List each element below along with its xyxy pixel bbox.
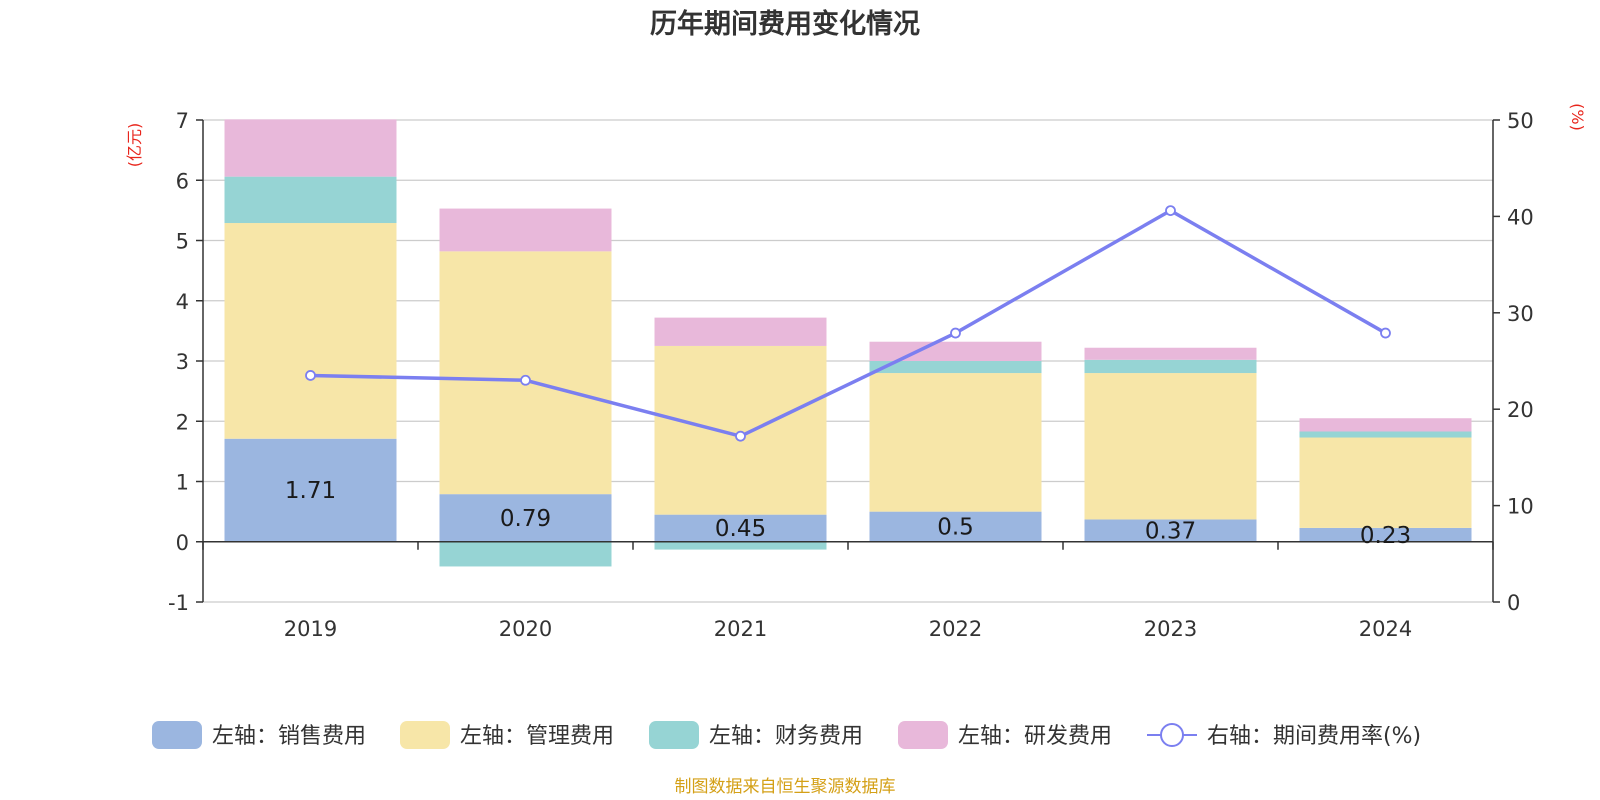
bar-s1-2019 — [224, 438, 397, 542]
bar-s2-2024 — [1299, 437, 1472, 528]
source-note: 制图数据来自恒生聚源数据库 — [675, 777, 896, 797]
right-tick-label-0: 0 — [1507, 591, 1520, 615]
bar-s1-2023 — [1084, 519, 1257, 542]
legend-label-5: 右轴：期间费用率(%) — [1207, 724, 1421, 749]
chart-title: 历年期间费用变化情况 — [650, 8, 920, 40]
bar-s4-2021 — [654, 317, 827, 346]
bar-s4-2020 — [439, 208, 612, 252]
legend-label-3: 左轴：财务费用 — [709, 724, 863, 749]
bar-s1-2024 — [1299, 527, 1472, 542]
bar-s2-2021 — [654, 345, 827, 515]
x-tick-label-2023: 2023 — [1144, 617, 1197, 641]
bar-s3-2021 — [654, 541, 827, 550]
bar-s4-2022 — [869, 341, 1042, 361]
bar-series — [224, 119, 1472, 567]
bar-s1-2021 — [654, 514, 827, 542]
x-tick-label-2019: 2019 — [284, 617, 337, 641]
right-tick-label-20: 20 — [1507, 398, 1534, 422]
left-tick-label-0: 0 — [176, 531, 189, 555]
bar-s2-2023 — [1084, 373, 1257, 520]
bar-s3-2022 — [869, 361, 1042, 374]
right-tick-label-30: 30 — [1507, 302, 1534, 326]
bar-s2-2020 — [439, 251, 612, 495]
left-tick-label-2: 2 — [176, 410, 189, 434]
bar-s4-2023 — [1084, 347, 1257, 360]
legend: 左轴：销售费用 左轴：管理费用 左轴：财务费用 左轴：研发费用 右轴：期间费用率(%) — [152, 721, 1421, 749]
rate-point-2020 — [520, 374, 531, 386]
rate-point-2022 — [950, 327, 961, 339]
bar-s1-2022 — [869, 511, 1042, 542]
bar-s4-2024 — [1299, 418, 1472, 432]
legend-label-2: 左轴：管理费用 — [460, 724, 614, 749]
data-label-2024: 0.23 — [1360, 523, 1411, 549]
right-axis-unit: (%) — [1568, 103, 1587, 131]
bar-s3-2024 — [1299, 431, 1472, 438]
rate-line-series — [305, 205, 1391, 442]
legend-label-1: 左轴：销售费用 — [212, 724, 366, 749]
left-tick-label-4: 4 — [176, 290, 189, 314]
bar-s2-2022 — [869, 373, 1042, 512]
x-tick-label-2020: 2020 — [499, 617, 552, 641]
axes: -1 0 1 2 3 4 5 6 7 0 10 20 30 40 50 2019 2020 2021 2022 202… — [168, 109, 1534, 641]
legend-swatch-3 — [649, 721, 699, 749]
right-tick-label-40: 40 — [1507, 205, 1534, 229]
data-label-2019: 1.71 — [285, 478, 336, 504]
data-label-2022: 0.5 — [937, 515, 974, 541]
bar-s4-2019 — [224, 119, 397, 177]
rate-point-2021 — [735, 430, 746, 442]
bar-s3-2020 — [439, 541, 612, 567]
left-tick-label-6: 6 — [176, 169, 189, 193]
legend-swatch-1 — [152, 721, 202, 749]
bar-s1-2020 — [439, 494, 612, 542]
bar-s3-2019 — [224, 176, 397, 224]
x-tick-label-2024: 2024 — [1359, 617, 1412, 641]
legend-label-4: 左轴：研发费用 — [958, 724, 1112, 749]
data-label-2020: 0.79 — [500, 506, 551, 532]
legend-swatch-4 — [898, 721, 948, 749]
left-tick-label-1: 1 — [176, 471, 189, 495]
left-tick-label-3: 3 — [176, 350, 189, 374]
bar-s2-2019 — [224, 223, 397, 439]
bar-s3-2023 — [1084, 359, 1257, 374]
rate-point-2019 — [305, 370, 316, 381]
x-tick-label-2021: 2021 — [714, 617, 767, 641]
legend-marker — [1160, 723, 1184, 747]
left-tick-label-5: 5 — [176, 230, 189, 254]
data-labels: 1.71 0.79 0.45 0.5 0.37 0.23 — [285, 478, 1411, 549]
rate-line — [310, 208, 1387, 439]
x-tick-label-2022: 2022 — [929, 617, 982, 641]
right-tick-label-10: 10 — [1507, 495, 1534, 519]
left-tick-label--1: -1 — [168, 591, 189, 615]
rate-point-2023 — [1165, 205, 1176, 217]
left-tick-label-7: 7 — [176, 109, 189, 133]
legend-swatch-2 — [400, 721, 450, 749]
right-tick-label-50: 50 — [1507, 109, 1534, 133]
rate-point-2024 — [1380, 327, 1391, 339]
data-label-2023: 0.37 — [1145, 519, 1196, 545]
left-axis-unit: (亿元) — [125, 123, 144, 168]
data-label-2021: 0.45 — [715, 516, 766, 542]
